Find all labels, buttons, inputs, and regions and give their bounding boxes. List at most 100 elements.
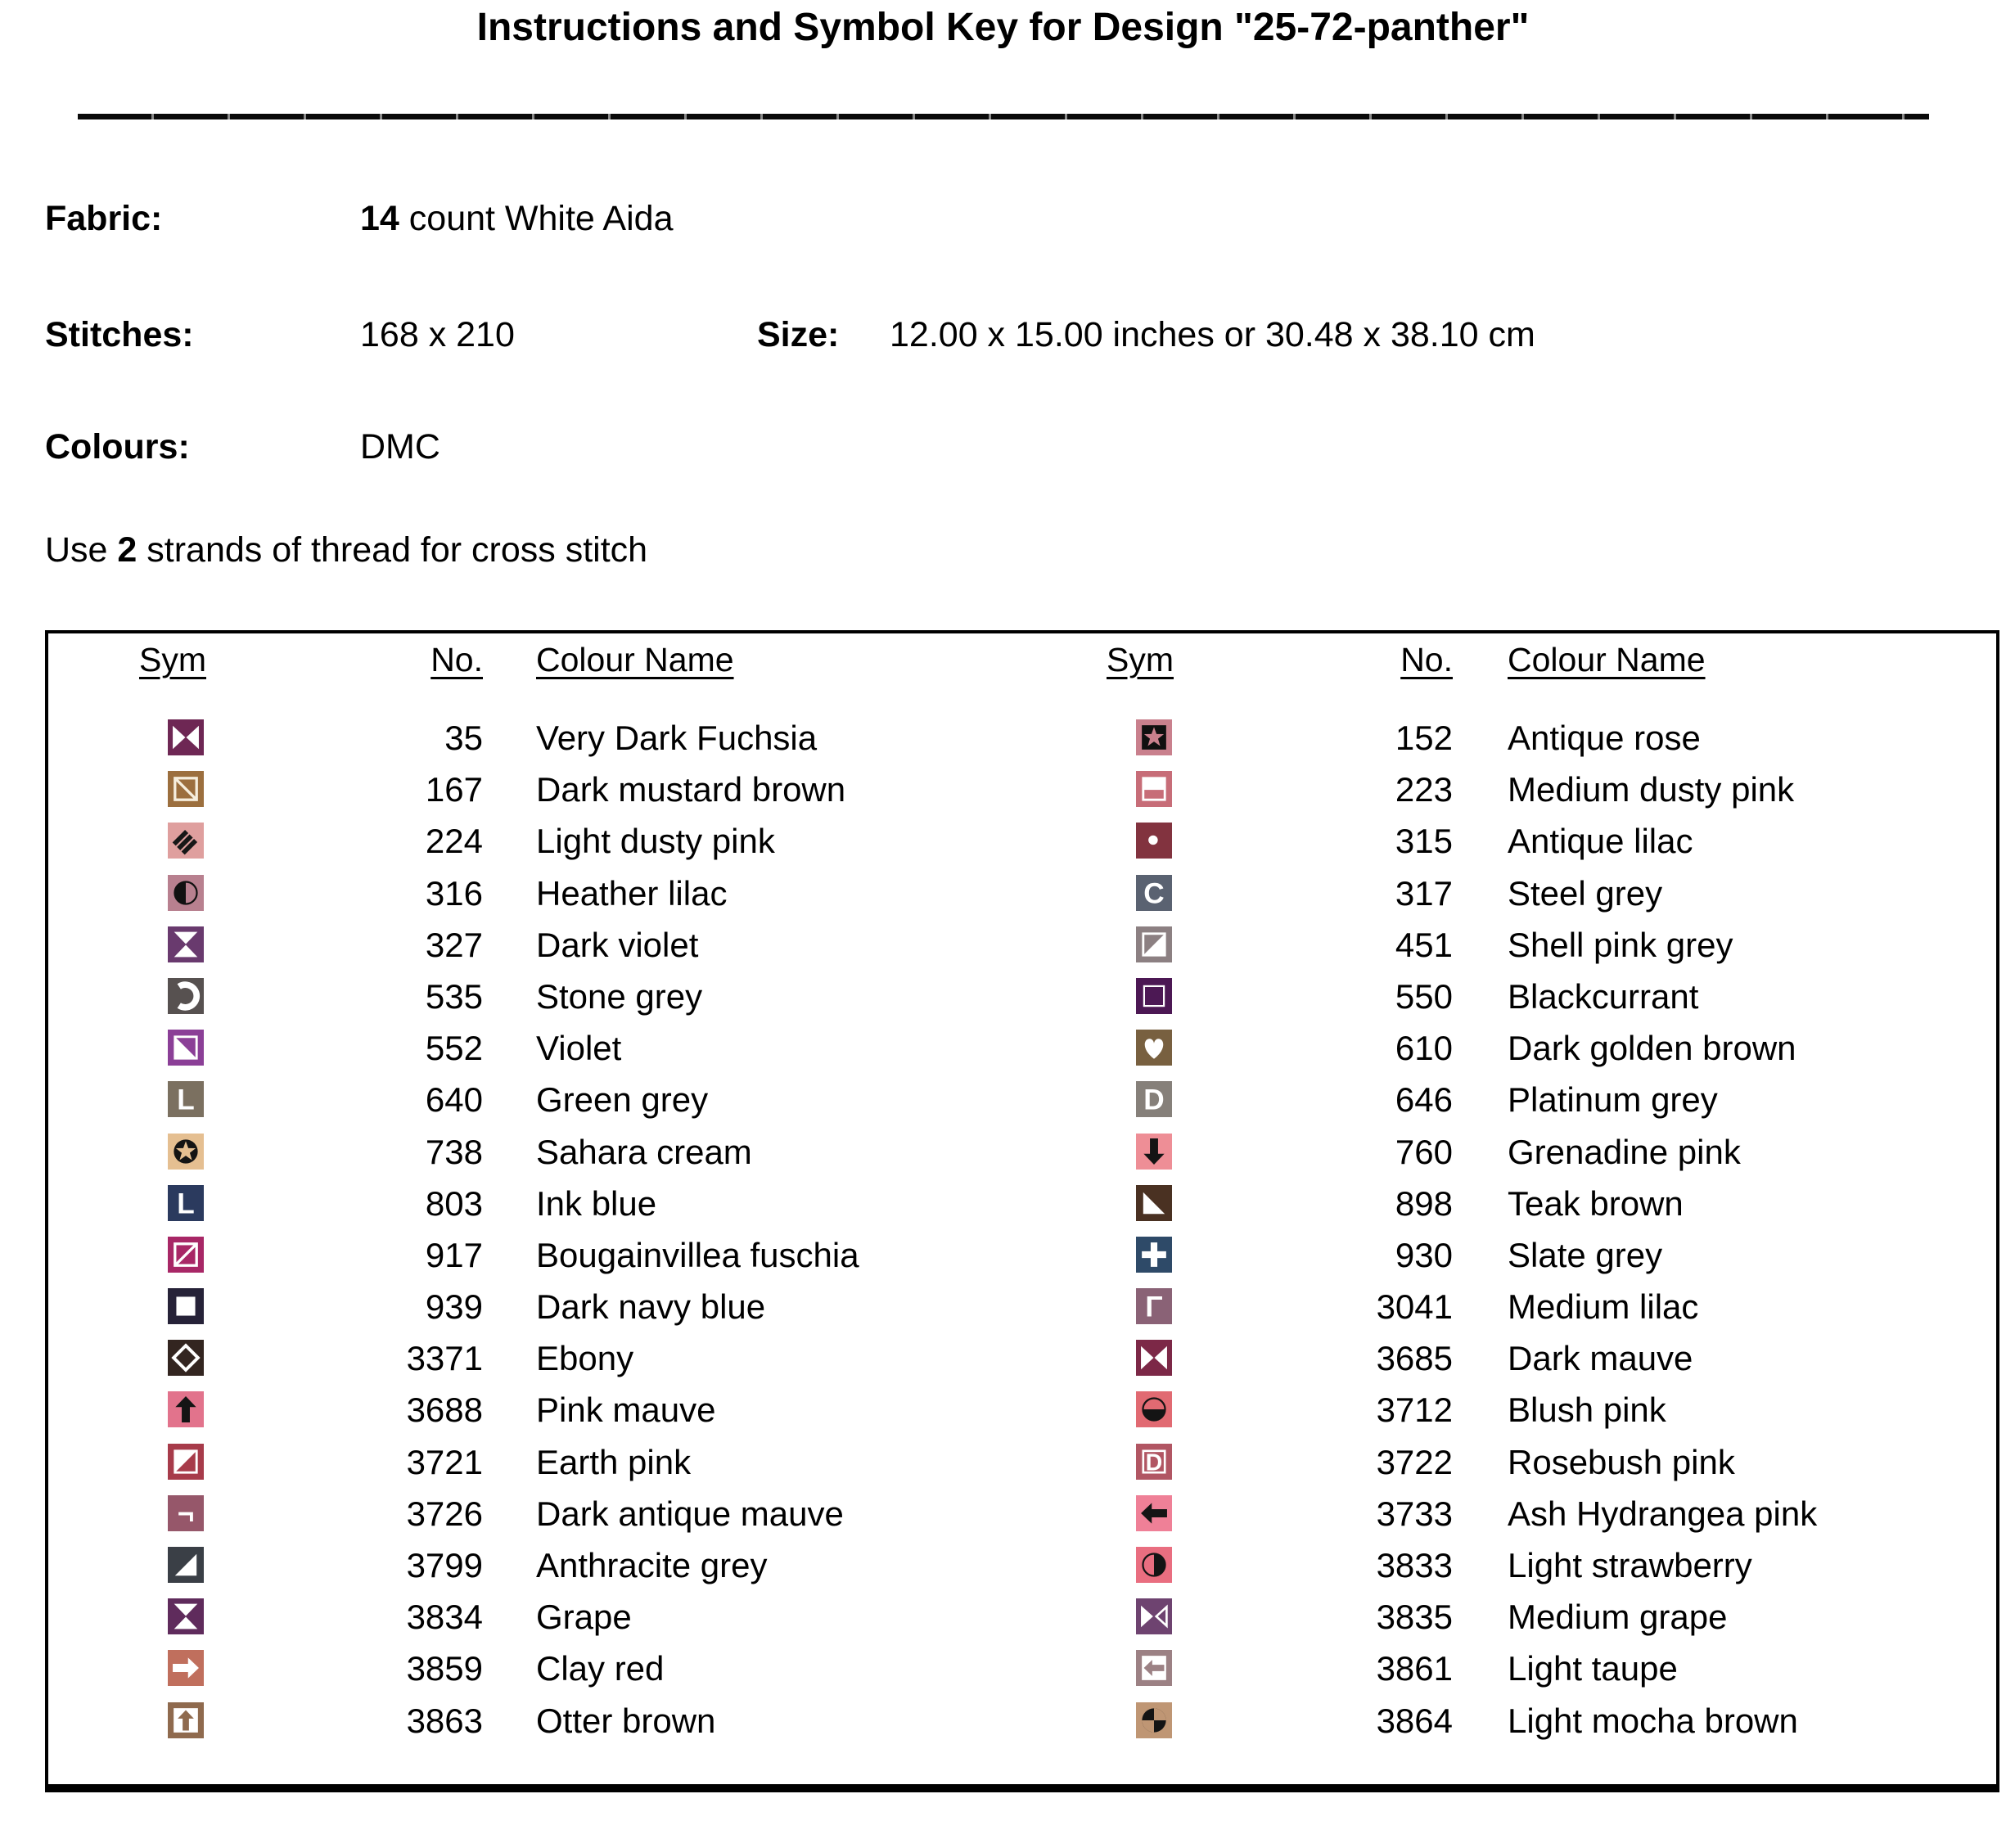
key-row: D 3722 Rosebush pink — [1136, 1443, 2006, 1494]
dmc-number: 327 — [425, 925, 483, 964]
dmc-number: 3835 — [1376, 1598, 1453, 1637]
dmc-number: 640 — [425, 1080, 483, 1120]
key-row: 3834 Grape — [168, 1598, 1134, 1649]
key-row: 550 Blackcurrant — [1136, 977, 2006, 1029]
colour-name: Teak brown — [1508, 1183, 1684, 1223]
dmc-number: 3799 — [406, 1546, 483, 1584]
key-row: 930 Slate grey — [1136, 1236, 2006, 1287]
key-row: 738 Sahara cream — [168, 1133, 1134, 1184]
dmc-number: 315 — [1395, 822, 1453, 861]
dmc-number: 898 — [1395, 1183, 1453, 1223]
colour-name: Earth pink — [536, 1442, 692, 1481]
size-value: 12.00 x 15.00 inches or 30.48 x 38.10 cm — [890, 315, 1535, 354]
header-colour-left: Colour Name — [536, 641, 734, 678]
page-title: Instructions and Symbol Key for Design "… — [476, 6, 1530, 49]
dmc-number: 738 — [425, 1132, 483, 1171]
dot-icon — [1136, 823, 1172, 859]
colour-name: Rosebush pink — [1508, 1442, 1735, 1481]
colour-name: Medium lilac — [1508, 1287, 1699, 1327]
key-column-left: 35 Very Dark Fuchsia 167 Dark mustard brown… — [168, 719, 1134, 1753]
key-row: 3859 Clay red — [168, 1649, 1134, 1701]
letter-d-icon: D — [1136, 1443, 1172, 1480]
colour-name: Grape — [536, 1598, 632, 1637]
dmc-number: 224 — [425, 822, 483, 861]
fabric-label: Fabric: — [45, 199, 163, 238]
half-circle-left-icon — [168, 874, 204, 911]
header-no-right: No. — [1400, 641, 1453, 678]
dmc-number: 930 — [1395, 1235, 1453, 1274]
key-row: 3835 Medium grape — [1136, 1598, 2006, 1649]
diamond-outline-icon — [168, 1340, 204, 1377]
key-row: 552 Violet — [168, 1029, 1134, 1080]
colour-name: Dark antique mauve — [536, 1494, 844, 1533]
square-triangle-bl-icon — [168, 1030, 204, 1066]
colour-name: Platinum grey — [1508, 1080, 1718, 1120]
dmc-number: 535 — [425, 976, 483, 1016]
dmc-number: 3834 — [406, 1598, 483, 1637]
dmc-number: 3861 — [1376, 1649, 1453, 1688]
key-row: 3733 Ash Hydrangea pink — [1136, 1494, 2006, 1546]
arrow-left-icon — [1136, 1494, 1172, 1531]
dmc-number: 3863 — [406, 1701, 483, 1740]
svg-text:C: C — [1143, 877, 1164, 909]
colour-name: Medium dusty pink — [1508, 770, 1795, 809]
colour-name: Dark violet — [536, 925, 699, 964]
key-row: 3833 Light strawberry — [1136, 1546, 2006, 1598]
boxed-arrow-up-icon — [168, 1702, 204, 1738]
svg-text:L: L — [177, 1084, 195, 1116]
dmc-number: 939 — [425, 1287, 483, 1327]
dmc-number: 610 — [1395, 1029, 1453, 1068]
key-row: 451 Shell pink grey — [1136, 926, 2006, 977]
colours-label: Colours: — [45, 427, 190, 467]
colour-name: Pink mauve — [536, 1391, 716, 1430]
key-row: 3864 Light mocha brown — [1136, 1702, 2006, 1753]
half-circle-bottom-icon — [1136, 1391, 1172, 1428]
key-row: ¬ 3726 Dark antique mauve — [168, 1494, 1134, 1546]
key-row: C 317 Steel grey — [1136, 874, 2006, 926]
key-column-right: 152 Antique rose 223 Medium dusty pink 315 An… — [1136, 719, 2006, 1753]
key-row: 939 Dark navy blue — [168, 1287, 1134, 1339]
divider-line — [78, 114, 1929, 119]
square-filled-icon — [168, 1288, 204, 1325]
dmc-number: 167 — [425, 770, 483, 809]
dmc-number: 223 — [1395, 770, 1453, 809]
bowtie-icon — [1136, 1340, 1172, 1377]
not-sign-icon: ¬ — [168, 1494, 204, 1531]
fabric-rest: count White Aida — [399, 199, 674, 238]
stitches-value: 168 x 210 — [360, 315, 515, 354]
dmc-number: 550 — [1395, 976, 1453, 1016]
fabric-count: 14 — [360, 199, 399, 238]
colour-name: Dark navy blue — [536, 1287, 766, 1327]
dmc-number: 3371 — [406, 1339, 483, 1378]
key-row: D 646 Platinum grey — [1136, 1080, 2006, 1132]
colour-name: Bougainvillea fuschia — [536, 1235, 859, 1274]
dmc-number: 917 — [425, 1235, 483, 1274]
dmc-number: 646 — [1395, 1080, 1453, 1120]
colour-name: Grenadine pink — [1508, 1132, 1741, 1171]
key-row: 223 Medium dusty pink — [1136, 770, 2006, 822]
header-sym-right: Sym — [1107, 641, 1174, 678]
key-row: 3712 Blush pink — [1136, 1391, 2006, 1442]
hatch-icon — [168, 823, 204, 859]
colour-name: Steel grey — [1508, 873, 1663, 913]
key-row: 610 Dark golden brown — [1136, 1029, 2006, 1080]
colour-name: Violet — [536, 1029, 622, 1068]
bowtie-open-right-icon — [1136, 1598, 1172, 1635]
strands-note: Use 2 strands of thread for cross stitch — [45, 530, 647, 570]
dmc-number: 3859 — [406, 1649, 483, 1688]
colour-name: Sahara cream — [536, 1132, 752, 1171]
dmc-number: 803 — [425, 1183, 483, 1223]
colour-name: Shell pink grey — [1508, 925, 1733, 964]
colour-name: Green grey — [536, 1080, 709, 1120]
key-row: Γ 3041 Medium lilac — [1136, 1287, 2006, 1339]
dmc-number: 3722 — [1376, 1442, 1453, 1481]
dmc-number: 451 — [1395, 925, 1453, 964]
strands-count: 2 — [117, 530, 137, 570]
key-row: 167 Dark mustard brown — [168, 770, 1134, 822]
size-label: Size: — [757, 315, 840, 354]
letter-d-icon: D — [1136, 1081, 1172, 1118]
triangle-bl-icon — [1136, 1184, 1172, 1221]
dmc-number: 3712 — [1376, 1391, 1453, 1430]
dmc-number: 3864 — [1376, 1701, 1453, 1740]
square-triangle-tl-icon — [168, 1443, 204, 1480]
